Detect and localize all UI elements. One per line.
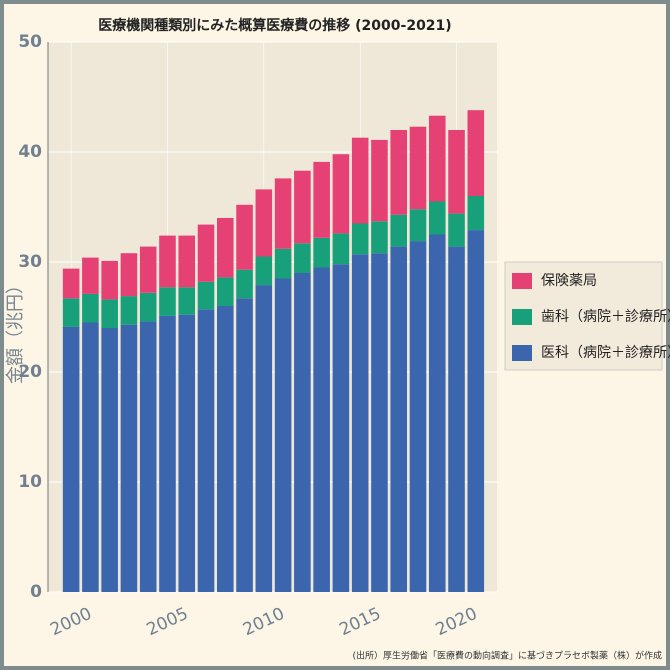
bar-segment	[217, 277, 234, 306]
y-tick-label: 20	[18, 362, 42, 382]
bar-segment	[217, 306, 234, 592]
y-tick-label: 30	[18, 252, 42, 272]
bar-segment	[255, 256, 273, 286]
bar-segment	[274, 178, 292, 249]
bar-segment	[467, 196, 485, 231]
bar-segment	[197, 309, 215, 592]
bar-segment	[294, 273, 311, 592]
bar-segment	[101, 299, 118, 328]
bar-segment	[197, 224, 215, 282]
source-note: (出所）厚生労働省「医療費の動向調査」に基づきプラセボ製薬（株）が作成	[352, 650, 662, 662]
bar-segment	[62, 298, 80, 327]
bar-segment	[62, 326, 80, 592]
bar-segment	[428, 115, 446, 202]
bar-segment	[448, 246, 465, 592]
bar-segment	[120, 324, 138, 592]
bar-segment	[255, 189, 273, 257]
bar-segment	[332, 233, 350, 265]
bar-segment	[159, 287, 176, 316]
bar-segment	[274, 278, 292, 592]
y-tick-label: 10	[18, 472, 42, 492]
bar-segment	[409, 241, 427, 592]
bar-segment	[159, 235, 176, 288]
bar-segment	[351, 137, 369, 224]
bar-segment	[197, 281, 215, 310]
bar-segment	[428, 234, 446, 592]
bar-segment	[82, 257, 99, 294]
legend-swatch	[512, 273, 532, 289]
legend-swatch	[512, 345, 532, 361]
bar-segment	[120, 296, 138, 325]
legend-swatch	[512, 309, 532, 325]
bar-segment	[390, 130, 408, 215]
bar-segment	[390, 246, 408, 592]
bar-segment	[62, 268, 80, 299]
bar-segment	[236, 269, 253, 299]
bar-segment	[236, 204, 253, 270]
bar-segment	[351, 223, 369, 255]
bar-segment	[82, 322, 99, 592]
bar-segment	[313, 161, 330, 238]
bar-segment	[332, 264, 350, 592]
bar-segment	[82, 293, 99, 323]
y-tick-label: 40	[18, 142, 42, 162]
bar-segment	[101, 328, 118, 592]
bar-segment	[139, 246, 157, 293]
legend-label: 歯科（病院＋診療所）	[541, 308, 670, 325]
bar-segment	[371, 221, 388, 254]
bar-segment	[274, 248, 292, 279]
bar-segment	[236, 298, 253, 592]
bar-segment	[351, 254, 369, 593]
bar-segment	[178, 287, 196, 315]
bar-segment	[467, 110, 485, 196]
bar-segment	[178, 235, 196, 288]
bar-segment	[428, 201, 446, 235]
bar-segment	[448, 130, 465, 214]
bar-segment	[409, 209, 427, 242]
bar-segment	[313, 237, 330, 268]
legend-label: 保険薬局	[541, 273, 597, 289]
bar-segment	[178, 314, 196, 592]
bar-segment	[294, 170, 311, 244]
bar-segment	[409, 126, 427, 210]
bar-segment	[371, 253, 388, 592]
bar-segment	[294, 243, 311, 273]
bar-segment	[332, 154, 350, 234]
bar-segment	[217, 218, 234, 278]
bar-segment	[101, 260, 118, 300]
y-tick-label: 0	[30, 582, 42, 602]
bar-segment	[120, 253, 138, 297]
bar-segment	[139, 292, 157, 322]
bar-segment	[371, 139, 388, 222]
bar-segment	[467, 230, 485, 592]
bar-segment	[255, 285, 273, 592]
bar-segment	[448, 213, 465, 247]
bar-segment	[139, 321, 157, 592]
bar-segment	[159, 315, 176, 592]
bar-segment	[313, 267, 330, 592]
y-tick-label: 50	[18, 32, 42, 52]
legend-label: 医科（病院＋診療所）	[541, 344, 670, 361]
chart-title: 医療機関種類別にみた概算医療費の推移 (2000-2021)	[98, 17, 451, 34]
y-axis-label: 金額（兆円）	[5, 276, 26, 384]
bar-segment	[390, 214, 408, 247]
